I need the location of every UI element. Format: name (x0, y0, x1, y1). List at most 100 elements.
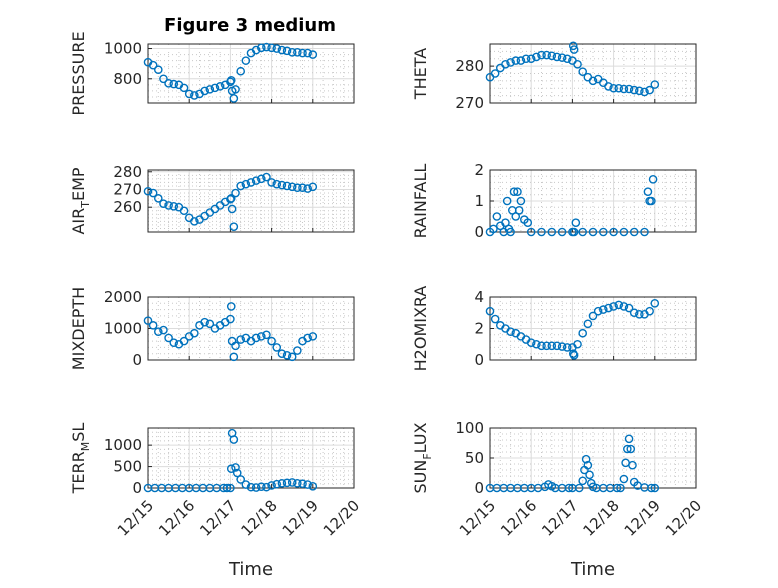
data-point (226, 302, 236, 311)
data-point (143, 186, 153, 196)
data-point (569, 350, 579, 360)
data-point (583, 319, 593, 329)
data-point (236, 66, 245, 76)
data-point (251, 45, 261, 55)
data-point (241, 480, 251, 489)
data-point (571, 218, 581, 227)
data-point (501, 59, 510, 69)
x-tick-label: 12/17 (196, 496, 239, 539)
data-point (153, 194, 163, 203)
data-point (272, 479, 282, 489)
data-point (164, 79, 173, 88)
data-point (164, 333, 173, 343)
y-tick-label: 280 (455, 57, 484, 75)
data-point (623, 444, 632, 454)
data-point (619, 84, 629, 94)
data-point (506, 227, 515, 237)
data-point (169, 338, 179, 347)
data-point (236, 475, 245, 484)
data-point (236, 335, 245, 344)
data-point (599, 305, 608, 314)
data-point (272, 343, 282, 352)
y-tick-label: 2 (474, 161, 484, 179)
y-tick-label: 0 (132, 479, 142, 497)
axes-h2omixra: 0 2 4 H2OMIXRA (411, 286, 697, 371)
data-point (526, 227, 536, 237)
data-point (516, 196, 526, 206)
data-point (624, 84, 634, 94)
data-point (190, 328, 199, 338)
data-point (241, 179, 251, 189)
y-tick-label: 1 (474, 192, 484, 210)
data-point (272, 179, 282, 189)
data-point (648, 174, 658, 184)
data-point (148, 188, 158, 198)
data-point (511, 212, 521, 221)
data-point (298, 183, 307, 193)
y-tick-label: 260 (113, 198, 142, 216)
data-point (298, 479, 307, 489)
data-point (262, 172, 271, 182)
axes-border (147, 427, 355, 489)
data-point (308, 481, 318, 491)
y-tick-label: 270 (455, 94, 484, 112)
data-point (226, 314, 235, 324)
data-point (604, 303, 613, 313)
data-point (200, 317, 209, 327)
data-point (277, 349, 287, 359)
data-point (303, 480, 312, 489)
data-point (581, 454, 591, 464)
data-point (645, 306, 654, 316)
y-tick-label: 4 (474, 288, 484, 306)
data-point (251, 176, 261, 185)
y-tick-label: 50 (465, 449, 484, 467)
x-tick-label: 12/15 (114, 496, 157, 539)
data-point (557, 342, 567, 351)
data-point (612, 483, 622, 493)
data-point (277, 45, 287, 55)
data-point (229, 222, 239, 231)
data-point (547, 51, 557, 61)
data-point (526, 54, 536, 64)
y-tick-label: 800 (113, 70, 142, 88)
data-point (569, 227, 579, 237)
data-point (148, 321, 158, 330)
data-point (298, 48, 307, 58)
data-point (246, 178, 256, 187)
data-point (308, 50, 318, 59)
data-point (272, 44, 282, 53)
data-point (303, 333, 312, 343)
data-point (647, 483, 656, 493)
data-point (153, 327, 163, 336)
data-point (303, 48, 312, 58)
data-point (588, 311, 598, 321)
data-point (650, 483, 660, 493)
data-point (169, 79, 179, 89)
data-point (629, 85, 639, 95)
data-point (643, 187, 653, 196)
data-point (282, 181, 292, 191)
data-point (609, 83, 618, 93)
x-tick-label: 12/15 (456, 496, 499, 539)
data-point (236, 181, 245, 191)
data-point (227, 204, 237, 214)
data-point (287, 182, 297, 192)
data-point (179, 83, 189, 93)
data-point (267, 43, 276, 53)
x-axis-label: Time (228, 559, 273, 580)
y-tick-label: 280 (113, 163, 142, 181)
data-point (624, 303, 634, 313)
data-point (251, 333, 261, 343)
data-point (509, 187, 519, 196)
data-point (190, 91, 199, 100)
data-point (267, 481, 276, 490)
data-point (588, 76, 598, 86)
data-point (262, 330, 271, 340)
axes-theta: 270 280 THETA (411, 41, 697, 112)
data-point (614, 300, 624, 310)
data-point (604, 82, 613, 91)
data-point (256, 174, 266, 184)
data-point (231, 85, 240, 94)
